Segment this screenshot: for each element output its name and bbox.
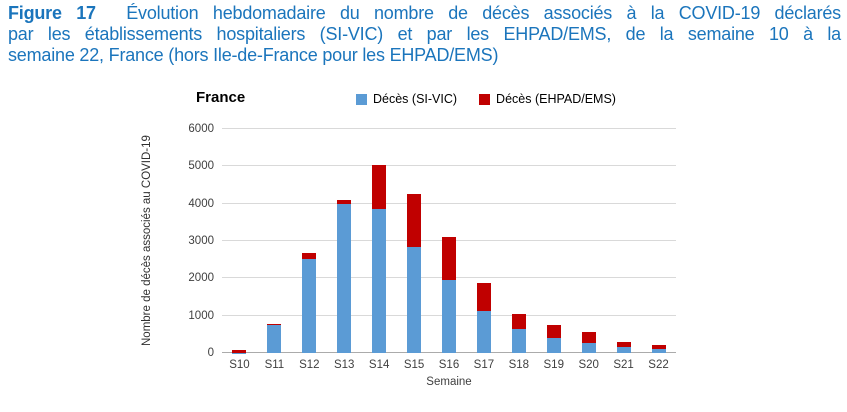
bar-S10: [222, 129, 257, 353]
x-tick-label: S14: [368, 359, 390, 371]
bar-segment-ehpad-S21: [616, 342, 631, 347]
y-axis-ticks: 0 1000 2000 3000 4000 5000 6000: [158, 123, 214, 359]
figure-number: Figure 17: [8, 3, 96, 23]
legend-item-ehpad: Décès (EHPAD/EMS): [479, 92, 616, 106]
gridline: [222, 128, 676, 129]
bar-segment-ehpad-S16: [441, 237, 456, 281]
bar-segment-ehpad-S10: [232, 350, 247, 353]
caption-text-1: Évolution hebdomadaire du nombre de décè…: [126, 3, 841, 23]
bar-S18: [501, 129, 536, 353]
bar-S16: [432, 129, 467, 353]
y-tick-label: 0: [207, 347, 214, 359]
bar-S15: [397, 129, 432, 353]
bar-S12: [292, 129, 327, 353]
legend-swatch-ehpad-icon: [479, 93, 491, 105]
bar-S11: [257, 129, 292, 353]
chart-title: France: [196, 89, 246, 106]
bar-S14: [362, 129, 397, 353]
gridline: [222, 165, 676, 167]
bar-S17: [466, 129, 501, 353]
bar-segment-sivic-S12: [302, 258, 317, 353]
bar-segment-ehpad-S14: [372, 165, 387, 210]
bar-segment-ehpad-S12: [302, 252, 317, 259]
caption-line-3: semaine 22, France (hors Ile-de-France p…: [8, 45, 499, 65]
x-tick-label: S17: [473, 359, 495, 371]
bar-segment-sivic-S18: [511, 328, 526, 353]
bar-segment-ehpad-S19: [546, 325, 561, 339]
gridline: [222, 202, 676, 204]
x-tick-label: S21: [613, 359, 634, 371]
x-tick-label: S19: [543, 359, 564, 371]
x-tick-label: S13: [333, 359, 355, 371]
y-tick-label: 3000: [188, 235, 214, 247]
x-axis-title: Semaine: [426, 376, 472, 388]
bar-segment-sivic-S13: [337, 203, 352, 353]
bar-segment-sivic-S15: [407, 246, 422, 353]
y-axis-title: Nombre de décès associés au COVID-19: [141, 135, 153, 347]
bar-segment-sivic-S19: [546, 338, 561, 353]
figure-caption: Figure 17 Évolution hebdomadaire du nomb…: [8, 3, 841, 66]
bar-S19: [536, 129, 571, 353]
bar-segment-sivic-S17: [476, 311, 491, 353]
bar-S22: [641, 129, 676, 353]
caption-line-1: Figure 17 Évolution hebdomadaire du nomb…: [8, 3, 841, 24]
x-tick-label: S20: [578, 359, 599, 371]
caption-line-2: par les établissements hospitaliers (SI-…: [8, 24, 841, 44]
legend-swatch-sivic-icon: [356, 93, 367, 105]
x-tick-label: S15: [403, 359, 425, 371]
bar-S13: [327, 129, 362, 353]
bar-S20: [571, 129, 606, 353]
x-tick-label: S18: [508, 359, 530, 371]
y-tick-label: 4000: [188, 197, 214, 210]
bar-segment-sivic-S22: [651, 348, 666, 353]
bar-segment-sivic-S21: [616, 346, 631, 353]
bar-S21: [606, 129, 641, 353]
legend-label-sivic: Décès (SI-VIC): [373, 92, 458, 106]
legend-label-ehpad: Décès (EHPAD/EMS): [496, 92, 616, 106]
y-tick-label: 5000: [188, 160, 214, 173]
x-axis-ticks: S10 S11 S12 S13 S14 S15 S16 S17 S18 S19 S20 S21 S22: [222, 359, 676, 371]
bar-segment-sivic-S11: [267, 325, 282, 353]
bar-segment-ehpad-S13: [337, 200, 352, 204]
bar-segment-ehpad-S17: [476, 283, 491, 312]
chart-legend: Décès (SI-VIC) Décès (EHPAD/EMS): [356, 92, 616, 106]
bar-segment-sivic-S16: [441, 280, 456, 353]
x-tick-label: S10: [229, 359, 250, 371]
y-tick-label: 1000: [188, 309, 214, 322]
x-tick-label: S22: [648, 359, 669, 371]
plot-area: [222, 128, 676, 353]
bar-segment-sivic-S14: [372, 209, 387, 353]
x-tick-label: S11: [264, 359, 285, 371]
bar-segment-ehpad-S11: [267, 324, 282, 326]
bar-segment-sivic-S20: [581, 342, 596, 353]
y-tick-label: 6000: [188, 123, 214, 135]
bar-segment-ehpad-S15: [407, 194, 422, 247]
x-tick-label: S12: [299, 359, 320, 371]
x-tick-label: S16: [438, 359, 460, 371]
legend-item-sivic: Décès (SI-VIC): [356, 92, 457, 106]
y-tick-label: 2000: [188, 272, 214, 285]
bar-segment-ehpad-S20: [581, 332, 596, 343]
bar-segment-ehpad-S22: [651, 345, 666, 349]
chart-figure: France Décès (SI-VIC) Décès (EHPAD/EMS) …: [0, 85, 720, 412]
bar-segment-ehpad-S18: [511, 314, 526, 329]
